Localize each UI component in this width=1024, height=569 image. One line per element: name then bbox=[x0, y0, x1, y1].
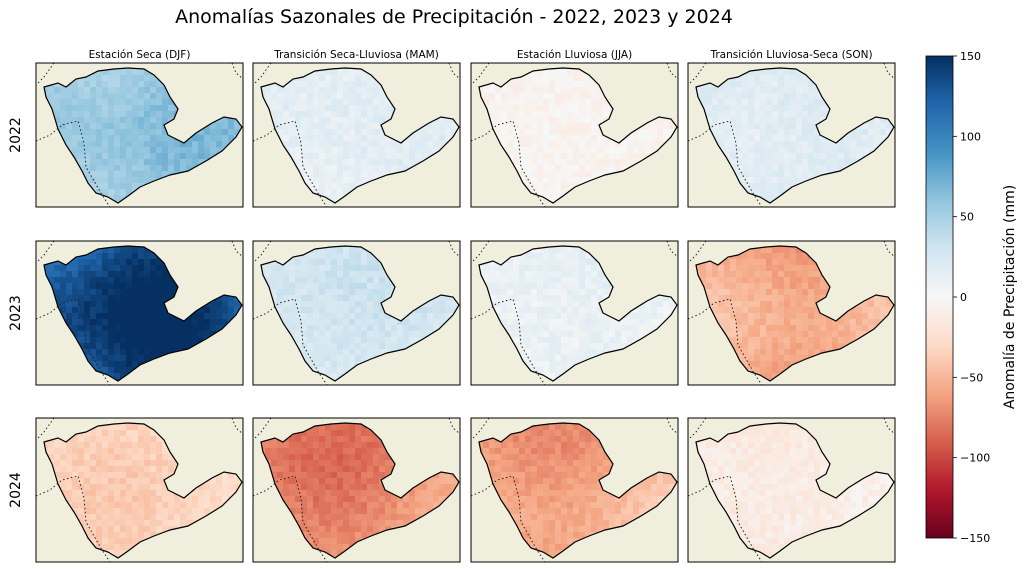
border-line bbox=[231, 240, 244, 258]
colorbar: 150 100 50 0 −50 −100 −150 bbox=[925, 50, 990, 545]
colorbar-tick-label: −150 bbox=[960, 532, 990, 545]
border-line bbox=[448, 417, 461, 435]
colorbar-tick-label: 0 bbox=[960, 291, 967, 304]
border-line bbox=[470, 120, 546, 208]
border-line bbox=[470, 475, 546, 563]
colorbar-tick-label: −100 bbox=[960, 452, 990, 465]
border-line bbox=[35, 120, 111, 208]
row-label: 2024 bbox=[8, 472, 24, 508]
border-line bbox=[252, 120, 328, 208]
column-title: Transición Seca-Lluviosa (MAM) bbox=[273, 49, 439, 61]
border-line bbox=[252, 240, 272, 264]
map-panel bbox=[687, 62, 896, 208]
border-line bbox=[35, 475, 111, 563]
border-line bbox=[687, 298, 763, 386]
map-panel bbox=[35, 417, 244, 563]
row-label: 2023 bbox=[8, 295, 24, 331]
border-line bbox=[666, 62, 679, 80]
map-panel bbox=[470, 240, 679, 386]
border-line bbox=[35, 240, 55, 264]
border-line bbox=[252, 417, 272, 441]
border-line bbox=[470, 417, 490, 441]
panel-frame bbox=[470, 62, 679, 208]
panel-frame bbox=[687, 240, 896, 386]
border-line bbox=[470, 298, 546, 386]
column-title: Estación Seca (DJF) bbox=[89, 49, 191, 61]
colorbar-gradient bbox=[925, 55, 954, 539]
row-label: 2022 bbox=[8, 117, 24, 153]
panel-frame bbox=[252, 417, 461, 563]
border-line bbox=[687, 475, 763, 563]
panel-frame bbox=[687, 62, 896, 208]
colorbar-label: Anomalía de Precipitación (mm) bbox=[1002, 185, 1018, 409]
column-title: Estación Lluviosa (JJA) bbox=[517, 49, 632, 61]
border-line bbox=[252, 475, 328, 563]
panel-frame bbox=[35, 417, 244, 563]
border-line bbox=[687, 240, 707, 264]
border-line bbox=[35, 62, 55, 86]
panel-frame bbox=[252, 240, 461, 386]
map-panel bbox=[470, 62, 679, 208]
map-panel bbox=[35, 240, 244, 386]
border-line bbox=[666, 417, 679, 435]
map-panel bbox=[252, 240, 461, 386]
colorbar-tick-label: 100 bbox=[960, 130, 981, 143]
border-line bbox=[687, 417, 707, 441]
border-line bbox=[470, 240, 490, 264]
border-line bbox=[252, 298, 328, 386]
panel-frame bbox=[687, 417, 896, 563]
border-line bbox=[252, 62, 272, 86]
border-line bbox=[35, 417, 55, 441]
border-line bbox=[231, 417, 244, 435]
map-panel bbox=[687, 417, 896, 563]
border-line bbox=[448, 62, 461, 80]
column-title: Transición Lluviosa-Seca (SON) bbox=[709, 49, 872, 61]
border-line bbox=[883, 240, 896, 258]
border-line bbox=[666, 240, 679, 258]
panel-frame bbox=[35, 62, 244, 208]
map-panel bbox=[470, 417, 679, 563]
map-panel bbox=[252, 62, 461, 208]
border-line bbox=[470, 62, 490, 86]
border-line bbox=[687, 62, 707, 86]
map-panel bbox=[35, 62, 244, 208]
map-panel bbox=[252, 417, 461, 563]
colorbar-tick-label: 150 bbox=[960, 50, 981, 63]
map-panel bbox=[687, 240, 896, 386]
chart-title: Anomalías Sazonales de Precipitación - 2… bbox=[175, 6, 733, 28]
colorbar-tick-label: −50 bbox=[960, 371, 983, 384]
panel-frame bbox=[470, 417, 679, 563]
panel-frame bbox=[470, 240, 679, 386]
panel-frame bbox=[252, 62, 461, 208]
panel-frame bbox=[35, 240, 244, 386]
border-line bbox=[448, 240, 461, 258]
border-line bbox=[883, 417, 896, 435]
border-line bbox=[35, 298, 111, 386]
border-line bbox=[231, 62, 244, 80]
border-line bbox=[883, 62, 896, 80]
border-line bbox=[687, 120, 763, 208]
colorbar-tick-label: 50 bbox=[960, 211, 974, 224]
